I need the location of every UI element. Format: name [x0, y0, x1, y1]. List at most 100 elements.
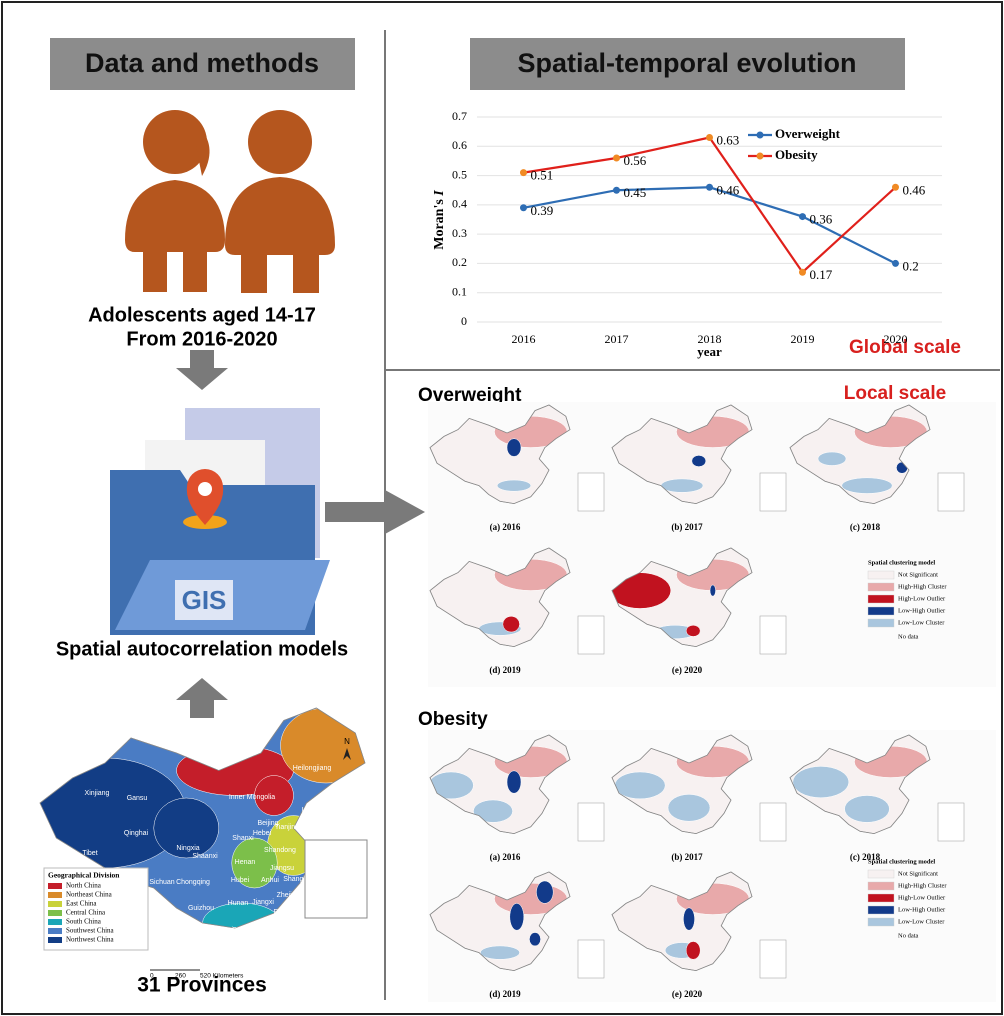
y-tick-label: 0.4 — [452, 197, 467, 211]
province-label: Shanxi — [232, 835, 254, 842]
legend-label: East China — [66, 900, 97, 908]
value-label: 0.17 — [810, 267, 833, 282]
value-label: 0.56 — [624, 153, 647, 168]
y-tick-label: 0.5 — [452, 167, 467, 181]
map-caption: (a) 2016 — [490, 852, 521, 862]
x-axis-label: year — [697, 344, 722, 359]
legend-label: South China — [66, 918, 102, 926]
value-label: 0.36 — [810, 212, 833, 227]
map-region — [510, 903, 524, 930]
map-region — [818, 452, 846, 465]
map-region — [842, 478, 892, 494]
province-label: Gansu — [127, 795, 148, 802]
legend-label: Low-High Outlier — [898, 607, 946, 614]
province-label: Jilin — [324, 790, 336, 797]
map-region — [793, 766, 849, 797]
legend-label: Low-Low Cluster — [898, 918, 945, 925]
province-label: Yunnan — [146, 917, 170, 924]
legend-label: High-High Cluster — [898, 583, 947, 590]
legend-swatch — [868, 870, 894, 878]
legend-swatch — [868, 619, 894, 627]
province-label: Jiangsu — [270, 865, 294, 872]
province-label: Shandong — [264, 847, 296, 854]
map-region — [692, 455, 706, 466]
map-caption: (e) 2020 — [672, 989, 703, 999]
province-label: Jiangxi — [252, 899, 274, 906]
point — [799, 213, 806, 220]
legend-label: Central China — [66, 909, 106, 917]
legend-label: Not Significant — [898, 571, 938, 578]
right-title: Spatial-temporal evolution — [517, 48, 856, 78]
map-region — [536, 881, 553, 903]
legend-swatch — [868, 595, 894, 603]
local-label: Local scale — [844, 383, 946, 404]
legend-label: No data — [898, 633, 919, 640]
legend-swatch — [868, 571, 894, 579]
x-tick-label: 2019 — [791, 332, 815, 346]
province-label: Hebei — [253, 830, 272, 837]
province-label: Tianjin — [275, 824, 295, 831]
legend-title: Geographical Division — [48, 871, 120, 880]
legend-label: No data — [898, 932, 919, 939]
y-tick-label: 0.1 — [452, 284, 467, 298]
map-region — [683, 908, 694, 930]
map-caption: (b) 2017 — [671, 522, 703, 532]
legend-label: Obesity — [775, 147, 818, 162]
province-label: Hainan — [219, 962, 241, 969]
map-caption: (c) 2018 — [850, 522, 881, 532]
x-tick-label: 2020 — [884, 332, 908, 346]
province-label: Ningxia — [176, 845, 199, 852]
map-region — [710, 585, 716, 596]
map-region — [686, 941, 700, 959]
point — [520, 169, 527, 176]
y-tick-label: 0.2 — [452, 255, 467, 269]
point — [613, 187, 620, 194]
y-axis-label-italic: I — [432, 190, 447, 197]
point — [520, 204, 527, 211]
province-label: Chongqing — [176, 879, 210, 886]
scale-label: 0 — [150, 973, 154, 980]
inset-box — [305, 840, 367, 918]
value-label: 0.46 — [903, 182, 926, 197]
inset-box — [578, 616, 604, 654]
province-label: Hunan — [228, 900, 249, 907]
map-region — [668, 794, 710, 821]
legend-swatch — [868, 882, 894, 890]
icon-label: GIS — [182, 585, 227, 615]
point — [892, 260, 899, 267]
legend-swatch — [48, 901, 62, 907]
point — [613, 155, 620, 162]
value-label: 0.45 — [624, 185, 647, 200]
y-tick-label: 0.3 — [452, 226, 467, 240]
point — [799, 269, 806, 276]
province-label: Fujian — [273, 909, 292, 916]
map-region — [480, 946, 519, 959]
legend-label: Northeast China — [66, 891, 113, 899]
legend-swatch — [48, 919, 62, 925]
province-label: Anhui — [261, 877, 279, 884]
map-region — [503, 616, 520, 632]
y-tick-label: 0.7 — [452, 109, 467, 123]
subject-line: From 2016-2020 — [126, 328, 277, 350]
map-caption: (d) 2019 — [489, 665, 521, 675]
legend-label: High-Low Outlier — [898, 894, 946, 901]
legend-title: Spatial clustering model — [868, 559, 935, 566]
province-label: Xinjiang — [85, 790, 110, 797]
panel-title: Obesity — [418, 709, 488, 730]
inset-box — [760, 616, 786, 654]
scale-label: 260 — [175, 973, 186, 980]
value-label: 0.46 — [717, 182, 740, 197]
legend-swatch — [868, 894, 894, 902]
x-tick-label: 2017 — [605, 332, 629, 346]
province-label: Sichuan — [149, 879, 174, 886]
inset-box — [938, 473, 964, 511]
legend-marker — [757, 132, 764, 139]
y-tick-label: 0 — [461, 314, 467, 328]
x-tick-label: 2016 — [512, 332, 536, 346]
inset-box — [578, 803, 604, 841]
value-label: 0.39 — [531, 203, 554, 218]
graphical-abstract: Data and methods Spatial-temporal evolut… — [0, 0, 1004, 1016]
legend-swatch — [48, 937, 62, 943]
map-caption: (a) 2016 — [490, 522, 521, 532]
province-label: Shaanxi — [192, 853, 218, 860]
